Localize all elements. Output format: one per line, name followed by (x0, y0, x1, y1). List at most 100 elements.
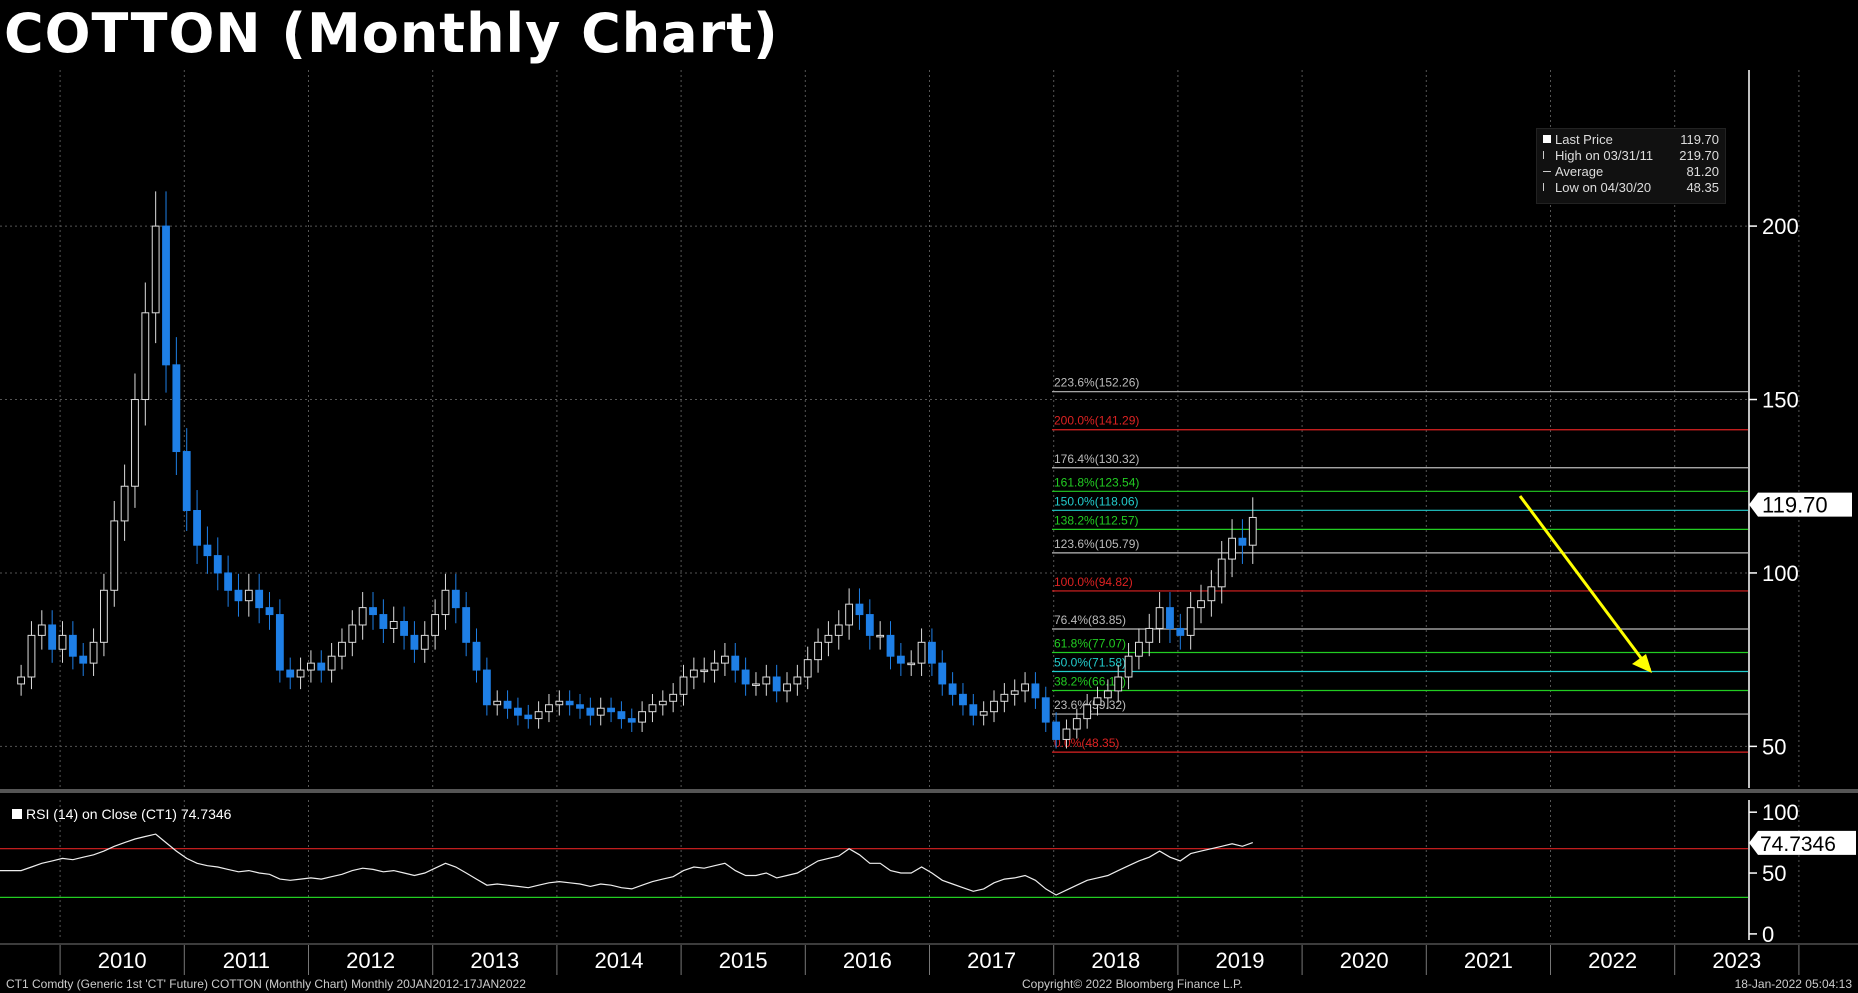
panel-separator (0, 789, 1858, 793)
candle-up (638, 711, 647, 723)
candle-up (1062, 728, 1071, 740)
fib-label: 200.0%(141.29) (1054, 414, 1139, 428)
legend-label: Last Price (1555, 132, 1613, 147)
year-label: 2019 (1216, 948, 1265, 973)
year-label: 2014 (595, 948, 644, 973)
candle-up (710, 662, 719, 671)
candle-down (959, 693, 967, 706)
candle-down (865, 614, 874, 636)
price-tick-label: 200 (1762, 214, 1799, 239)
last-price-badge (1749, 492, 1852, 517)
candle-up (389, 621, 398, 629)
candle-up (58, 634, 67, 650)
candle-up (1197, 600, 1205, 609)
fib-label: 176.4%(130.32) (1054, 452, 1139, 466)
fib-label: 123.6%(105.79) (1054, 537, 1139, 551)
legend-item: Average 81.20 (1543, 164, 1719, 180)
candle-up (814, 641, 822, 661)
candle-up (120, 485, 129, 522)
year-label: 2010 (98, 948, 147, 973)
candle-up (720, 655, 729, 664)
candle-down (503, 700, 512, 709)
candle-up (1010, 690, 1019, 695)
candle-up (141, 312, 150, 401)
price-tick-label: 50 (1762, 734, 1786, 759)
candle-up (1083, 704, 1092, 720)
candle-up (669, 693, 678, 702)
candle-up (534, 711, 543, 720)
candle-up (762, 676, 771, 685)
candle-up (658, 700, 667, 706)
candle-down (1166, 607, 1174, 629)
candlestick-series (17, 191, 1257, 749)
year-label: 2020 (1340, 948, 1389, 973)
legend-line-icon (1543, 151, 1544, 159)
candle-down (265, 607, 274, 616)
candle-up (296, 669, 305, 678)
candle-up (493, 700, 502, 706)
candle-up (110, 520, 119, 591)
footer-timestamp: 18-Jan-2022 05:04:13 (1734, 977, 1852, 991)
candle-up (37, 624, 46, 636)
candle-up (803, 659, 812, 678)
candle-down (234, 589, 243, 602)
year-label: 2023 (1712, 948, 1761, 973)
candle-up (990, 700, 998, 713)
year-label: 2018 (1091, 948, 1140, 973)
legend-label: Low on 04/30/20 (1555, 180, 1652, 195)
chart-legend: Last Price 119.70 High on 03/31/11 219.7… (1536, 128, 1726, 204)
candle-up (1228, 537, 1236, 560)
candle-down (586, 707, 595, 716)
candle-up (1186, 607, 1195, 636)
candle-down (731, 655, 740, 671)
candle-up (876, 634, 885, 638)
candle-up (431, 614, 440, 636)
candle-up (545, 704, 553, 713)
candle-down (410, 634, 419, 650)
fibonacci-levels: 223.6%(152.26) 200.0%(141.29) 176.4%(130.3… (1052, 376, 1748, 753)
value-badges: 119.70 74.7346 (1749, 492, 1856, 856)
legend-value: 81.20 (1686, 164, 1719, 179)
candle-down (162, 225, 170, 366)
candle-down (948, 683, 957, 695)
candle-up (244, 589, 253, 602)
fib-label: 61.8%(77.07) (1054, 636, 1126, 650)
candle-up (917, 641, 926, 664)
candle-up (555, 700, 564, 706)
legend-swatch-icon (1543, 135, 1551, 143)
legend-item: High on 03/31/11 219.70 (1543, 148, 1719, 164)
candle-up (1207, 586, 1216, 602)
candle-up (1103, 690, 1112, 699)
candle-up (648, 704, 657, 713)
candle-down (182, 451, 191, 512)
forecast-arrow (1518, 495, 1652, 673)
candle-up (1072, 718, 1081, 730)
candle-up (793, 676, 802, 685)
candle-up (1114, 676, 1123, 692)
fib-label: 138.2%(112.57) (1054, 513, 1139, 527)
year-label: 2021 (1464, 948, 1513, 973)
candle-down (1238, 537, 1247, 546)
candle-down (379, 614, 388, 629)
candle-up (1145, 627, 1154, 643)
candle-down (68, 634, 77, 657)
legend-line-icon (1543, 183, 1544, 191)
last-price-badge-text: 119.70 (1762, 493, 1828, 518)
candle-up (1093, 697, 1102, 706)
fib-label: 223.6%(152.26) (1054, 376, 1139, 390)
candle-up (306, 662, 315, 671)
candle-up (27, 634, 36, 678)
candle-up (327, 655, 336, 671)
year-label: 2012 (346, 948, 395, 973)
candle-down (607, 707, 615, 713)
candle-down (896, 655, 905, 664)
candle-up (596, 707, 605, 716)
legend-line-icon (1543, 171, 1551, 172)
year-label: 2011 (223, 948, 270, 973)
candle-down (275, 614, 284, 671)
candle-down (741, 669, 750, 685)
candle-up (1134, 641, 1143, 657)
rsi-panel: 100 50 0 (0, 800, 1799, 947)
fib-label: 50.0%(71.58) (1054, 656, 1126, 670)
candle-up (17, 676, 26, 685)
